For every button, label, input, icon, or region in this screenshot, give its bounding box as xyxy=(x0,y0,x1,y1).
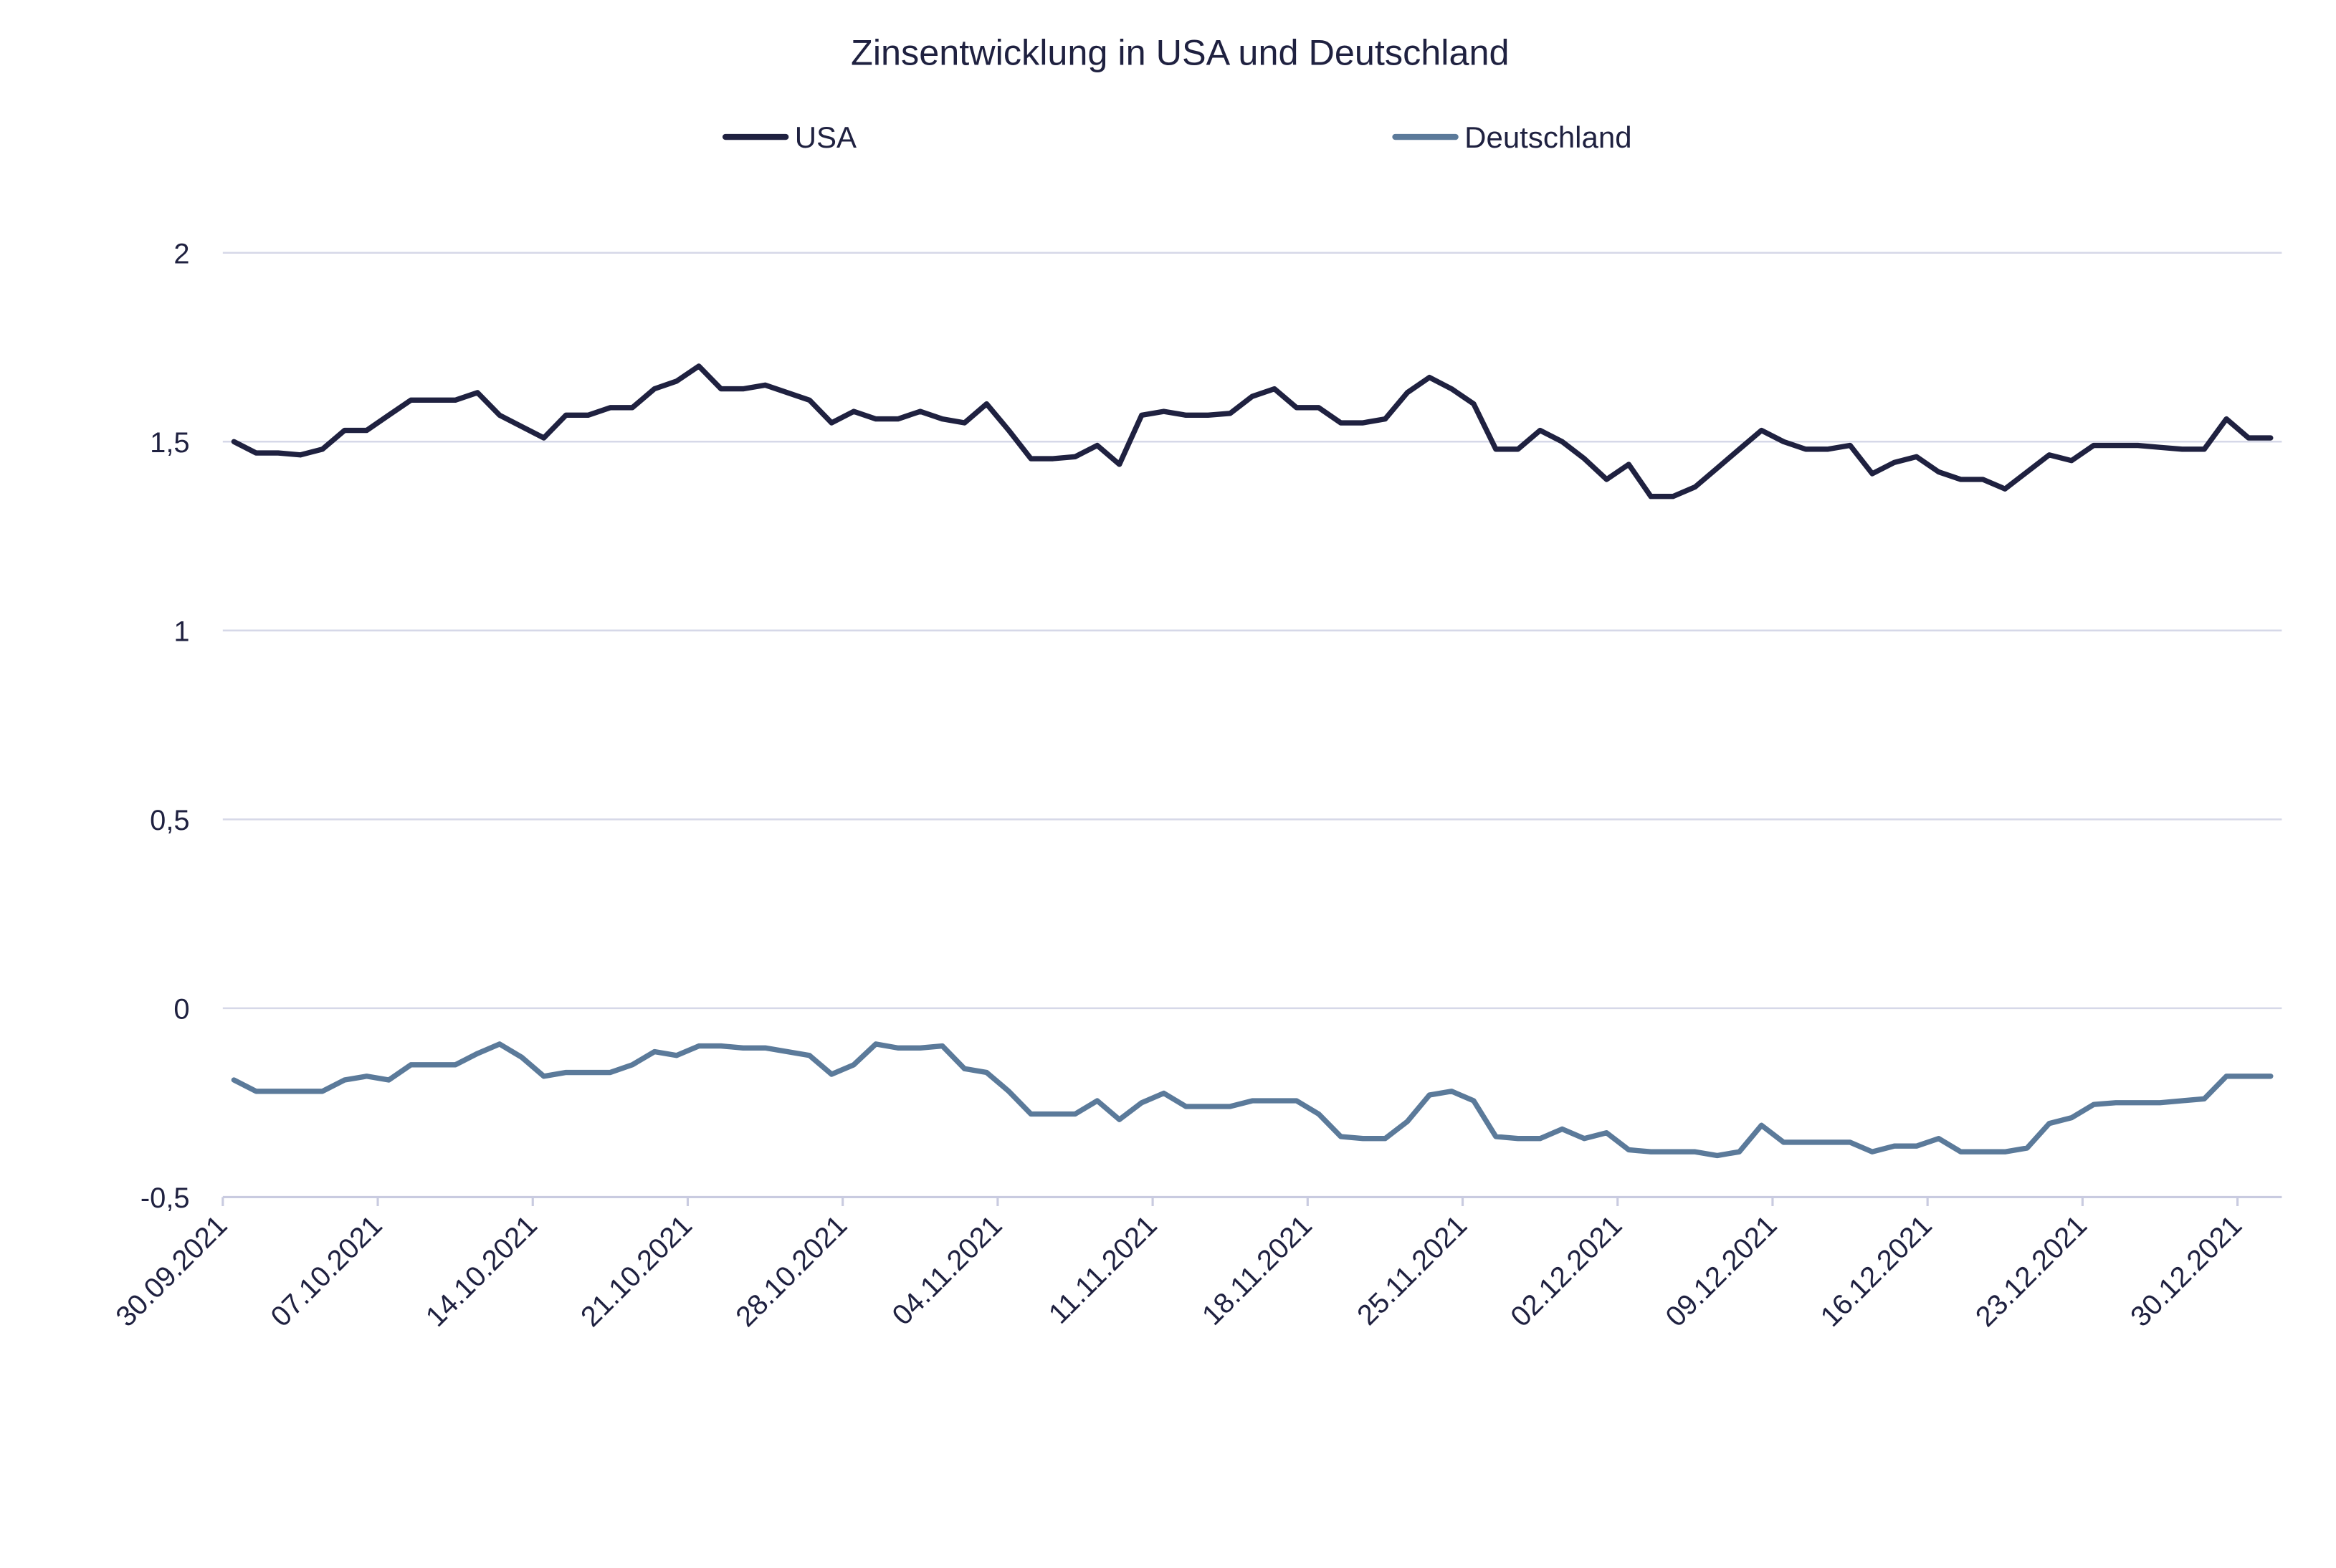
y-tick-label: 0 xyxy=(173,994,189,1026)
x-tick-label: 02.12.2021 xyxy=(1505,1210,1628,1333)
chart-title: Zinsentwicklung in USA und Deutschland xyxy=(851,32,1509,72)
legend-item-usa[interactable]: USA xyxy=(722,120,857,154)
x-tick-label: 18.11.2021 xyxy=(1196,1210,1318,1332)
y-tick-label: 1,5 xyxy=(150,427,189,459)
x-tick-label: 30.09.2021 xyxy=(110,1210,233,1333)
y-tick-label: 0,5 xyxy=(150,805,189,836)
x-tick-label: 28.10.2021 xyxy=(730,1210,853,1333)
x-axis: 30.09.2021 07.10.2021 14.10.2021 21.10.2021… xyxy=(110,1195,2282,1333)
legend-label-usa: USA xyxy=(795,120,857,154)
legend-item-deutschland[interactable]: Deutschland xyxy=(1392,120,1632,154)
series-lines xyxy=(231,363,2274,1159)
x-tick-label: 21.10.2021 xyxy=(575,1210,698,1333)
x-tick-label: 04.11.2021 xyxy=(887,1210,1009,1332)
x-tick-label: 07.10.2021 xyxy=(265,1210,388,1333)
y-tick-label: -0,5 xyxy=(140,1182,190,1214)
y-axis: 2 1,5 1 0,5 0 -0,5 xyxy=(140,238,190,1214)
legend-label-deutschland: Deutschland xyxy=(1464,120,1631,154)
series-line-usa xyxy=(231,363,2274,499)
x-tick-label: 09.12.2021 xyxy=(1659,1210,1783,1333)
x-tick-label: 14.10.2021 xyxy=(420,1210,543,1333)
x-tick-label: 11.11.2021 xyxy=(1043,1210,1163,1330)
x-tick-label: 30.12.2021 xyxy=(2125,1210,2248,1333)
x-tick-label: 23.12.2021 xyxy=(1970,1210,2093,1333)
legend: USA Deutschland xyxy=(722,120,1632,154)
x-tick-label: 25.11.2021 xyxy=(1351,1210,1473,1332)
gridlines xyxy=(222,252,2282,1010)
y-tick-label: 2 xyxy=(173,238,189,269)
x-tick-label: 16.12.2021 xyxy=(1815,1210,1938,1333)
series-line-deutschland xyxy=(231,1041,2274,1159)
y-tick-label: 1 xyxy=(173,616,189,648)
